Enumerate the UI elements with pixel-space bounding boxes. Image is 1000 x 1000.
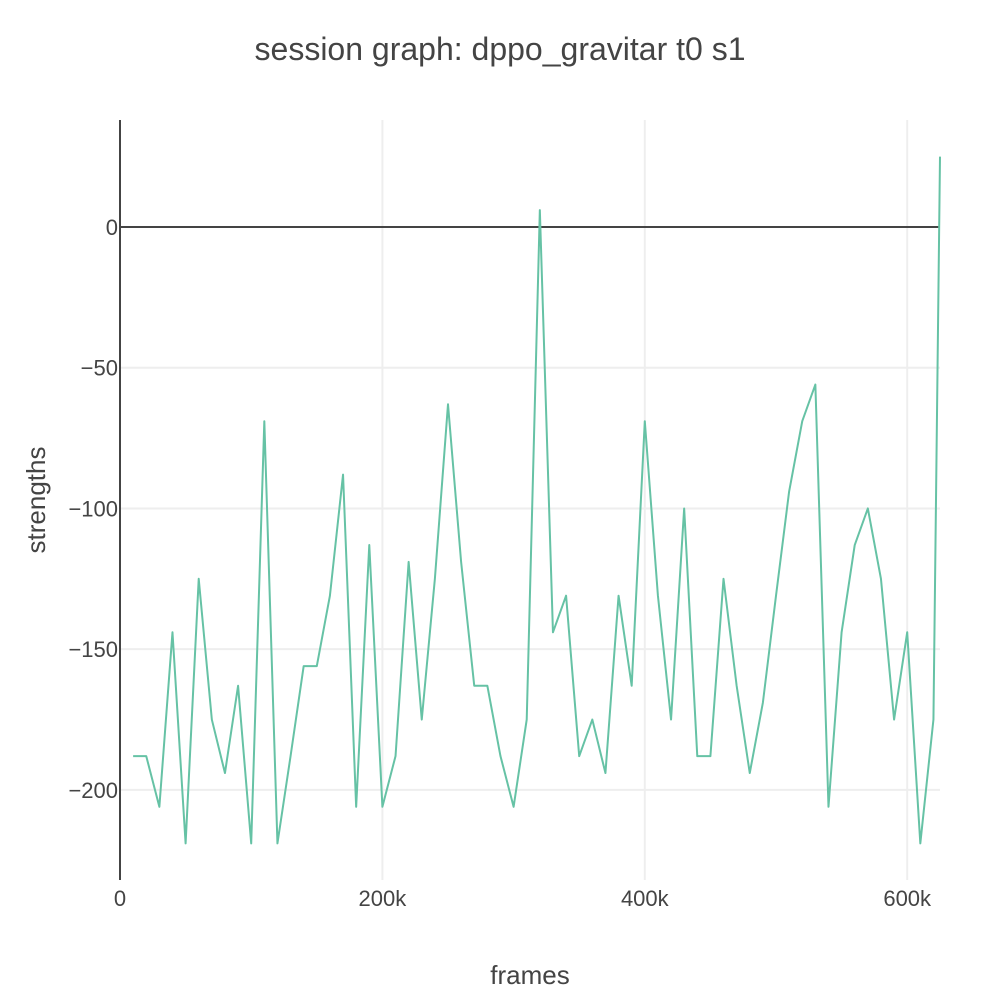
- y-tick-label: −200: [68, 778, 118, 803]
- x-axis-title: frames: [490, 960, 569, 990]
- x-tick-label: 400k: [621, 886, 670, 911]
- y-tick-label: −150: [68, 637, 118, 662]
- chart-title: session graph: dppo_gravitar t0 s1: [255, 31, 746, 67]
- x-tick-label: 200k: [359, 886, 408, 911]
- y-tick-label: −50: [81, 356, 118, 381]
- y-tick-label: −100: [68, 496, 118, 521]
- series-layer: [133, 156, 941, 845]
- x-tick-label: 600k: [883, 886, 932, 911]
- grid: [120, 120, 940, 880]
- y-tick-label: 0: [106, 215, 118, 240]
- series-line-0: [133, 156, 941, 845]
- y-axis-title: strengths: [21, 447, 51, 554]
- x-tick-label: 0: [114, 886, 126, 911]
- y-tick-labels: 0 −50 −100 −150 −200: [68, 215, 118, 803]
- x-tick-labels: 0 200k 400k 600k: [114, 886, 932, 911]
